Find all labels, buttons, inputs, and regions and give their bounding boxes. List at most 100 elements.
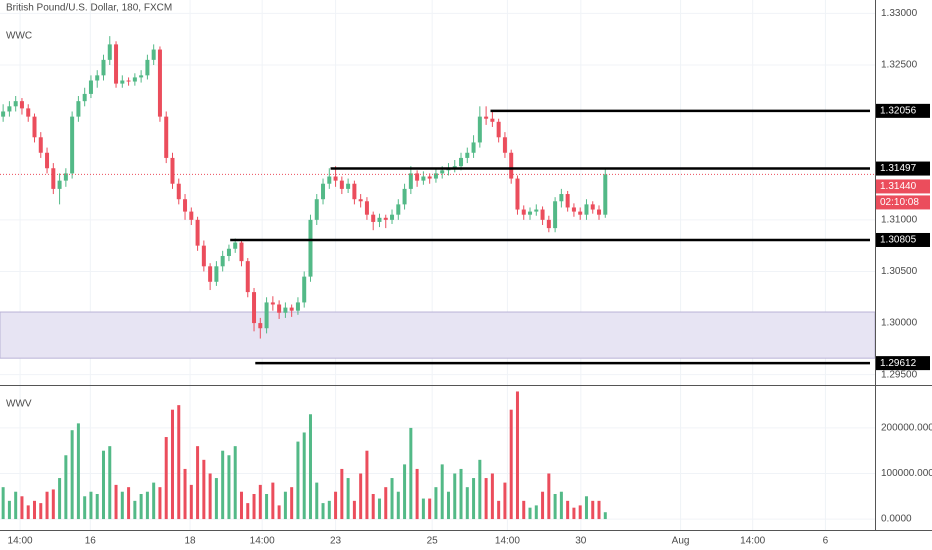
candle-body: [88, 80, 93, 94]
volume-bar: [101, 450, 105, 520]
volume-bar: [597, 500, 601, 520]
candle-body: [145, 59, 150, 76]
candle-body: [264, 302, 269, 329]
candle-body: [126, 80, 131, 82]
volume-bar: [396, 491, 400, 520]
volume-bar: [290, 487, 294, 520]
zone: [0, 311, 876, 359]
volume-bar: [271, 482, 275, 520]
candle-body: [201, 245, 206, 267]
volume-bar: [428, 498, 432, 520]
volume-bar: [421, 498, 425, 520]
candle-body: [164, 116, 169, 158]
volume-bar: [434, 487, 438, 520]
candle-body: [421, 176, 426, 181]
candle-body: [183, 199, 188, 212]
volume-bar: [541, 491, 545, 520]
candle-body: [578, 211, 583, 215]
level-label-box: [876, 232, 930, 247]
y-tick-label: 1.31000: [881, 214, 918, 225]
candle-body: [258, 323, 263, 329]
candle-body: [283, 307, 288, 313]
volume-bar: [534, 505, 538, 520]
volume-bar: [170, 409, 174, 520]
volume-bar: [390, 478, 394, 520]
volume-bar: [20, 496, 24, 520]
candle-body: [1, 111, 6, 117]
volume-bar: [277, 505, 281, 520]
candle-body: [408, 173, 413, 189]
y-tick-label: 1.30500: [881, 266, 918, 277]
candle-body: [19, 101, 24, 109]
level-label-box: [876, 103, 930, 118]
volume-bar: [265, 494, 269, 520]
candle-body: [559, 194, 564, 202]
candle-body: [233, 242, 238, 249]
candle-body: [82, 93, 87, 102]
price-label-box: [876, 179, 930, 194]
volume-bar: [208, 473, 212, 520]
volume-bar: [377, 498, 381, 520]
candle-body: [252, 292, 257, 324]
volume-bar: [1, 487, 5, 520]
volume-bar: [51, 489, 55, 520]
candle-body: [195, 219, 200, 246]
y-tick-label: 1.29500: [881, 369, 918, 380]
volume-label: WWV: [6, 399, 32, 410]
volume-bar: [64, 455, 68, 520]
volume-bar: [484, 478, 488, 520]
candle-body: [584, 204, 589, 215]
volume-bar: [308, 414, 312, 520]
volume-bar: [45, 491, 49, 520]
candle-body: [239, 242, 244, 262]
candle-body: [327, 176, 332, 184]
volume-bar: [202, 459, 206, 520]
level-label: 1.30805: [880, 235, 917, 246]
volume-bar: [183, 468, 187, 520]
candle-body: [471, 142, 476, 153]
level-label: 1.29612: [880, 358, 917, 369]
candle-body: [214, 266, 219, 282]
y-tick-label: 1.32500: [881, 60, 918, 71]
volume-bar: [340, 468, 344, 520]
volume-bar: [315, 482, 319, 520]
candle-body: [346, 183, 351, 189]
level-label-box: [876, 356, 930, 371]
candle-body: [484, 116, 489, 119]
candle-body: [358, 199, 363, 202]
candle-body: [70, 116, 75, 174]
volume-bar: [89, 491, 93, 520]
candle-body: [528, 211, 533, 215]
candle-body: [321, 183, 326, 200]
axis: 14:00 16 18 14:00 23 25 14:00 30 Aug 14:00 6 1.3300…: [8, 8, 932, 547]
volume-bar: [39, 503, 43, 520]
candle-body: [465, 152, 470, 158]
volume-bar: [14, 491, 18, 520]
candle-body: [220, 255, 225, 267]
volume-bar: [76, 423, 80, 520]
candle-body: [176, 183, 181, 200]
candle-body: [308, 219, 313, 277]
candle-body: [7, 106, 12, 112]
candle-body: [371, 214, 376, 222]
candle-body: [603, 174, 608, 215]
candle-body: [51, 168, 56, 189]
candle-body: [101, 59, 106, 76]
candle-body: [333, 176, 338, 181]
indicator-label: WWC: [6, 31, 32, 42]
volume-bar: [503, 482, 507, 520]
volume-bar: [352, 500, 356, 520]
x-tick-label: 18: [184, 536, 196, 547]
volume-bar: [559, 491, 563, 520]
volume-bar: [302, 432, 306, 520]
countdown: 02:10:08: [880, 197, 919, 208]
volume-bar: [70, 430, 74, 520]
candle-body: [95, 75, 100, 81]
volume-bar: [591, 500, 595, 520]
volume-bar: [334, 491, 338, 520]
volume-bar: [465, 487, 469, 520]
volume-bar: [108, 446, 112, 520]
volume-bar: [566, 500, 570, 520]
candle-body: [364, 201, 369, 215]
